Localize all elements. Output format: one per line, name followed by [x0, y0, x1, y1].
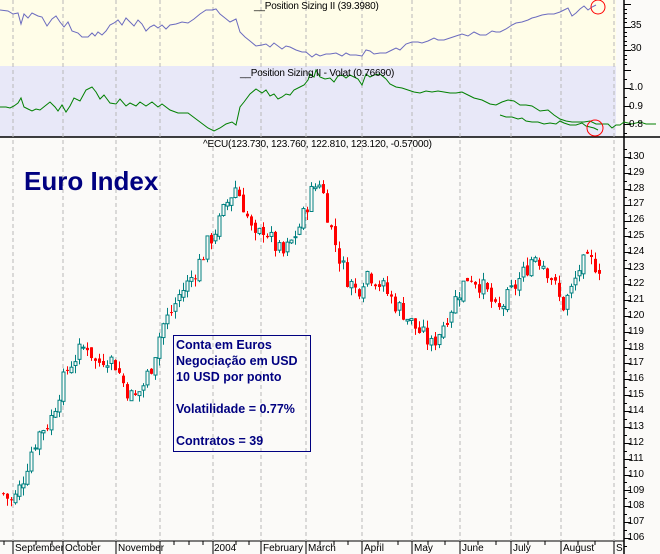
main-y-tick: 115 — [628, 389, 644, 400]
x-label-july: July — [513, 543, 531, 554]
middle-panel-bg — [0, 66, 616, 137]
info-volatility: Volatilidade = 0.77% — [176, 402, 295, 416]
main-y-tick: 113 — [628, 421, 644, 432]
volatility-line-tail — [499, 114, 599, 131]
main-y-tick: 114 — [628, 405, 644, 416]
main-y-tick: 110 — [628, 469, 644, 480]
info-box: Conta em Euros Negociação em USD 10 USD … — [173, 335, 311, 452]
x-label-september: September — [15, 543, 64, 554]
candlestick-series — [2, 180, 601, 507]
mid-y-tick-0-9: 0.9 — [629, 101, 643, 112]
top-panel-bg — [0, 0, 616, 66]
main-y-tick: 117 — [628, 357, 644, 368]
x-label-february: February — [263, 543, 304, 554]
x-label-march: March — [308, 543, 336, 554]
main-y-tick: 123 — [627, 262, 645, 273]
main-y-tick: 111 — [628, 453, 644, 464]
mid-y-tick-1-0: 1.0 — [629, 82, 643, 93]
main-y-tick: 116 — [628, 373, 644, 384]
main-y-tick: 129 — [627, 167, 645, 178]
x-label-october: October — [65, 543, 101, 554]
main-y-tick: 130 — [627, 151, 645, 162]
main-y-tick: 128 — [627, 183, 645, 194]
main-y-tick: 127 — [627, 198, 645, 209]
main-y-tick: 124 — [627, 246, 645, 257]
main-y-tick: 118 — [628, 342, 644, 353]
main-y-tick: 126 — [627, 214, 645, 225]
main-y-tick: 108 — [627, 500, 645, 511]
main-y-tick: 120 — [627, 310, 645, 321]
info-account-currency: Conta em Euros — [176, 338, 272, 352]
info-contracts: Contratos = 39 — [176, 434, 264, 448]
main-y-tick: 125 — [627, 230, 645, 241]
top-y-tick-35: 35 — [630, 20, 642, 31]
highlight-circle-middle — [586, 119, 604, 137]
position-sizing-line — [0, 4, 597, 58]
main-panel-bg — [0, 137, 616, 541]
x-label-june: June — [462, 543, 484, 554]
main-y-tick: 119 — [628, 326, 644, 337]
x-label-april: April — [364, 543, 385, 554]
gridlines — [12, 0, 615, 541]
info-point-value: 10 USD por ponto — [176, 370, 282, 384]
middle-panel-label: __Position Sizing II - Volat (0.76690) — [240, 68, 395, 79]
x-label-may: May — [414, 543, 433, 554]
mid-y-tick-0-8: 0.8 — [629, 119, 643, 130]
x-label-september-partial: S — [616, 543, 623, 554]
main-y-tick: 112 — [628, 437, 644, 448]
top-panel-label: __Position Sizing II (39.3980) — [254, 1, 379, 12]
x-label-november: November — [118, 543, 165, 554]
main-y-tick: 109 — [627, 485, 645, 496]
top-y-tick-30: 30 — [630, 43, 642, 54]
main-y-tick: 107 — [627, 516, 645, 527]
main-panel-label: ^ECU(123.730, 123.760, 122.810, 123.120,… — [203, 139, 432, 150]
x-label-2004: 2004 — [214, 543, 237, 554]
info-trading-currency: Negociação em USD — [176, 354, 298, 368]
highlight-circle-top — [590, 0, 606, 15]
chart-title: Euro Index — [24, 166, 159, 196]
main-y-tick: 121 — [627, 294, 645, 305]
x-label-august: August — [563, 543, 595, 554]
x-axis-ticks — [3, 541, 615, 554]
volatility-line — [0, 68, 656, 132]
main-y-tick: 122 — [627, 278, 645, 289]
y-axis-ticks — [624, 4, 631, 547]
main-y-tick: 106 — [627, 532, 645, 543]
